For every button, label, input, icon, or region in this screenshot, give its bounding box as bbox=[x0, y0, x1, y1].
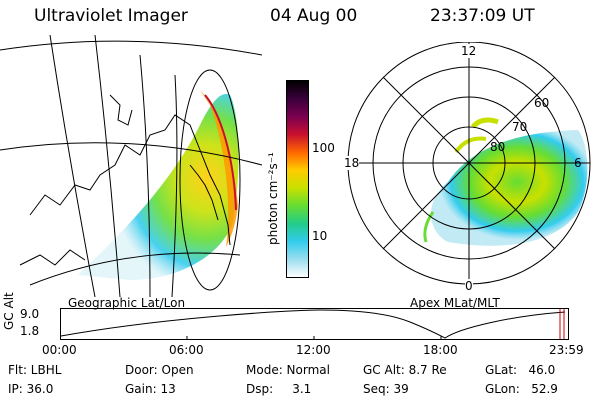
seq-value: Seq: 39 bbox=[363, 382, 409, 396]
date-label: 04 Aug 00 bbox=[270, 6, 358, 26]
timeline-xtick-0600: 06:00 bbox=[169, 343, 204, 357]
time-label: 23:37:09 UT bbox=[430, 6, 535, 26]
timeline-xtick-0000: 00:00 bbox=[42, 343, 77, 357]
timeline-xtick-1200: 12:00 bbox=[296, 343, 331, 357]
timeline-axis-label: GC Alt bbox=[2, 292, 16, 330]
filter-value: Flt: LBHL bbox=[8, 363, 62, 377]
timeline-ytick-1-8: 1.8 bbox=[20, 324, 40, 338]
auroral-oval-bright bbox=[200, 90, 238, 247]
door-value: Door: Open bbox=[125, 363, 194, 377]
glat-value: GLat: 46.0 bbox=[485, 363, 556, 377]
polar-panel-label: Apex MLat/MLT bbox=[410, 296, 500, 310]
gain-value: Gain: 13 bbox=[125, 382, 176, 396]
mlat-label-60: 60 bbox=[534, 96, 550, 110]
colorbar-tick-100: 100 bbox=[312, 141, 335, 155]
mlt-label-0: 0 bbox=[465, 279, 473, 293]
gc-alt-value: GC Alt: 8.7 Re bbox=[363, 363, 447, 377]
mlt-label-18: 18 bbox=[344, 156, 360, 170]
mlt-spokes bbox=[348, 42, 590, 284]
geo-panel-label: Geographic Lat/Lon bbox=[68, 296, 186, 310]
mlt-label-12: 12 bbox=[461, 44, 477, 58]
mlat-label-70: 70 bbox=[512, 120, 528, 134]
instrument-title: Ultraviolet Imager bbox=[34, 6, 188, 26]
timeline-ytick-9: 9.0 bbox=[20, 307, 40, 321]
polar-map bbox=[347, 42, 591, 285]
colorbar bbox=[286, 80, 309, 278]
geographic-map bbox=[0, 35, 262, 297]
dsp-value: Dsp: 3.1 bbox=[246, 382, 312, 396]
mode-value: Mode: Normal bbox=[246, 363, 330, 377]
altitude-timeline bbox=[60, 308, 569, 340]
mlat-label-80: 80 bbox=[490, 140, 506, 154]
timeline-xtick-2359: 23:59 bbox=[549, 343, 584, 357]
colorbar-unit-label: photon cm⁻²s⁻¹ bbox=[266, 152, 280, 245]
altitude-curve bbox=[60, 309, 566, 339]
emission-region bbox=[78, 94, 239, 281]
colorbar-gradient bbox=[287, 81, 308, 277]
timeline-xtick-1800: 18:00 bbox=[423, 343, 458, 357]
mlt-label-6: 6 bbox=[574, 156, 582, 170]
ip-value: IP: 36.0 bbox=[8, 382, 54, 396]
glon-value: GLon: 52.9 bbox=[485, 382, 558, 396]
globe-graticule bbox=[0, 35, 262, 297]
colorbar-tick-10: 10 bbox=[312, 229, 328, 243]
